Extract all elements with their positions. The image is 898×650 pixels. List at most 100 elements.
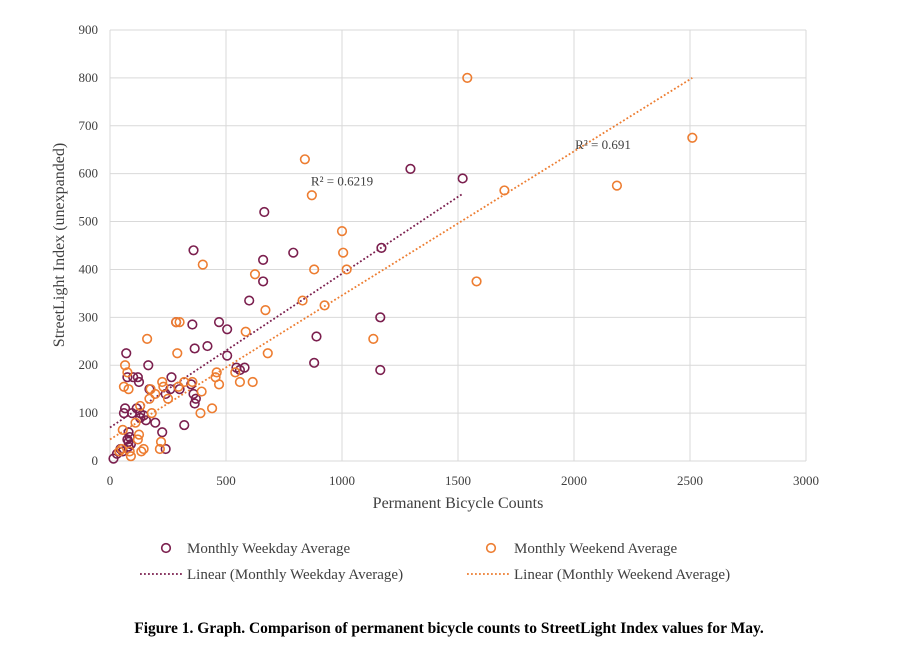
weekend-point [297, 295, 308, 306]
weekday-point [288, 247, 299, 258]
weekend-point [306, 190, 317, 201]
weekend-point [336, 226, 348, 237]
weekday-point [123, 436, 134, 447]
weekday-point [190, 393, 201, 404]
weekend-point [162, 393, 174, 404]
weekend-point [247, 376, 258, 388]
weekend-point [132, 434, 143, 445]
weekday-point [376, 242, 387, 253]
y-tick-label: 900 [79, 22, 99, 37]
r-squared-labels: R² = 0.6219 R² = 0.691 [311, 137, 631, 189]
weekday-point [222, 324, 233, 335]
weekend-point [196, 386, 207, 397]
weekday-point [189, 398, 200, 409]
weekend-point [319, 300, 330, 311]
weekend-point [114, 446, 125, 457]
weekday-point [143, 360, 154, 371]
weekday-point [121, 348, 132, 359]
y-tick-label: 100 [79, 405, 99, 420]
y-tick-label: 300 [79, 309, 99, 324]
weekday-point [157, 427, 168, 438]
weekend-point [338, 247, 349, 258]
weekday-point [258, 276, 269, 287]
weekend-point [174, 317, 185, 328]
weekend-point [471, 276, 482, 287]
legend: Monthly Weekday Average Monthly Weekend … [140, 541, 730, 583]
x-tick-label: 3000 [793, 473, 819, 488]
weekday-point [375, 364, 386, 376]
weekday-point [231, 362, 242, 373]
weekday-point [122, 372, 133, 383]
weekend-point [135, 400, 146, 412]
weekend-point [119, 360, 131, 371]
weekend-r2-label: R² = 0.691 [575, 137, 631, 152]
weekday-point [150, 417, 161, 428]
weekday-point [258, 254, 269, 265]
grid-lines [109, 29, 807, 462]
y-tick-label: 700 [79, 118, 99, 133]
x-tick-label: 0 [107, 473, 114, 488]
weekend-point [130, 417, 141, 428]
x-tick-label: 2000 [561, 473, 587, 488]
legend-weekday-label: Monthly Weekday Average [187, 541, 351, 557]
weekend-point [124, 446, 135, 457]
y-axis-ticks: 0 100 200 300 400 500 600 700 800 900 [79, 22, 99, 468]
weekend-point [197, 259, 208, 270]
weekend-point [158, 381, 169, 392]
scatter-chart: 0 100 200 300 400 500 600 700 800 900 0 500 1000 150… [51, 22, 819, 583]
weekend-point [368, 333, 379, 344]
weekend-point [299, 154, 310, 165]
weekend-point [240, 326, 251, 337]
weekend-trendline [109, 77, 693, 441]
weekend-point [122, 367, 133, 378]
x-tick-label: 1500 [445, 473, 471, 488]
weekend-point [157, 376, 168, 388]
weekday-point [123, 427, 134, 438]
weekday-point [160, 443, 171, 455]
weekend-point [155, 436, 167, 447]
weekday-trendline [109, 193, 464, 429]
weekend-point [230, 367, 241, 378]
x-tick-label: 2500 [677, 473, 703, 488]
y-axis-title: StreetLight Index (unexpanded) [51, 143, 68, 347]
weekend-point [234, 376, 246, 388]
weekday-point [213, 317, 225, 328]
weekday-point [133, 376, 145, 388]
weekday-point [259, 206, 270, 218]
weekend-point [117, 424, 128, 435]
weekend-point [213, 379, 225, 390]
y-tick-label: 200 [79, 357, 99, 372]
weekend-point [249, 269, 261, 280]
weekend-point [125, 451, 136, 462]
legend-weekend-label: Monthly Weekend Average [514, 541, 678, 557]
weekend-point [611, 180, 623, 191]
weekend-point [142, 333, 153, 344]
weekend-point [146, 408, 157, 419]
weekend-point [309, 264, 320, 275]
legend-weekday-linear-label: Linear (Monthly Weekday Average) [187, 567, 403, 583]
weekday-point [188, 245, 199, 256]
weekend-point [211, 367, 222, 378]
weekend-point [133, 429, 145, 440]
data-points [108, 72, 698, 464]
weekday-point [179, 419, 190, 431]
weekday-point [405, 163, 416, 174]
y-tick-label: 500 [79, 214, 99, 229]
x-axis-title: Permanent Bicycle Counts [373, 495, 544, 512]
weekend-point [499, 185, 510, 196]
weekday-point [166, 372, 177, 383]
weekday-point [187, 319, 198, 330]
x-tick-label: 500 [216, 473, 236, 488]
weekday-point [244, 295, 255, 306]
weekday-point [140, 415, 152, 426]
y-tick-label: 600 [79, 166, 99, 181]
y-tick-label: 400 [79, 261, 99, 276]
weekend-point [172, 348, 183, 359]
weekend-point [138, 443, 149, 455]
weekend-point [136, 446, 147, 457]
legend-weekday-marker [160, 542, 172, 554]
legend-weekend-marker [485, 542, 497, 554]
weekday-point [160, 388, 171, 400]
weekday-point [202, 340, 213, 352]
weekday-point [123, 441, 134, 452]
